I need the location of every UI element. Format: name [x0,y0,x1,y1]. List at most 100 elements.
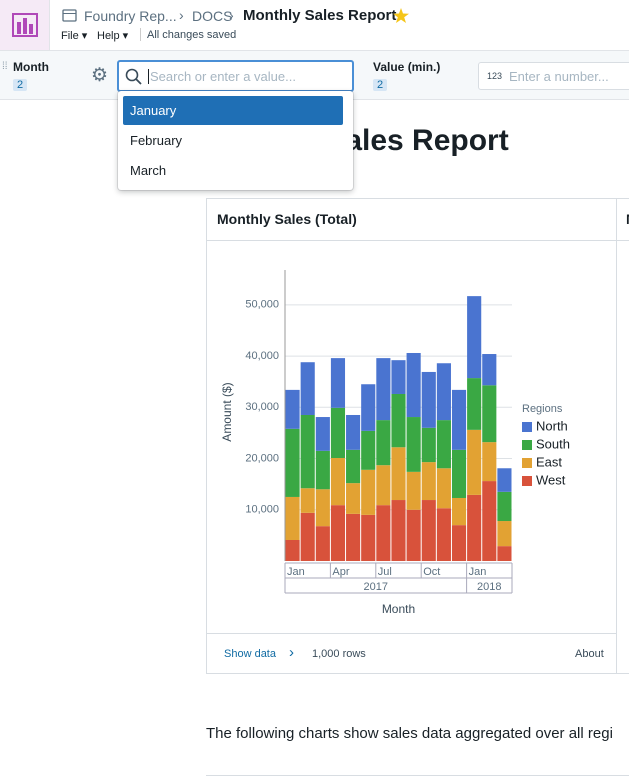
bar-segment [330,407,346,459]
bar-segment [300,488,315,513]
bar-segment [421,371,436,428]
dropdown-option[interactable]: February [130,133,183,148]
x-tick-label: Apr [332,566,349,578]
legend-swatch [522,458,532,468]
y-axis-label: Amount ($) [220,382,234,441]
bar-segment [315,489,330,527]
filter-label: Value (min.) [373,60,441,74]
separator: › [179,7,184,23]
filter-label: Month [13,60,49,74]
bar-segment [285,428,300,497]
bar-segment [376,465,391,506]
bar-segment [436,468,451,509]
dropdown-menu: January February March [118,91,353,190]
x-tick-label: Jan [469,566,487,578]
chevron: › [289,644,294,661]
bar-segment [436,508,451,561]
doc-icon [62,9,77,22]
bar-segment [330,458,346,506]
bar-segment [497,546,512,561]
bar-segment [391,360,406,394]
bar-segment [406,509,421,561]
bar-segment [406,352,421,418]
legend-title: Regions [522,403,563,415]
search-input[interactable]: Search or enter a value... [117,60,354,92]
bar-segment [406,417,421,472]
card-header [207,199,616,241]
y-tick-label: 30,000 [245,401,279,413]
bar-segment [451,389,467,450]
placeholder: Enter a number... [509,69,609,84]
legend-label: South [536,436,570,451]
bar-segment [467,494,482,561]
bar-segment [467,378,482,430]
dropdown-option[interactable]: March [130,163,167,178]
bar-segment [376,420,391,466]
bar-segment [482,385,497,443]
about-link[interactable]: About [575,648,604,660]
x-tick-label: Jul [378,566,392,578]
bar-segment [497,521,512,547]
x-tick-label: Jan [287,566,305,578]
legend-swatch [522,476,532,486]
legend-label: East [536,454,562,469]
bar-segment [467,296,482,379]
star[interactable] [393,8,409,23]
y-tick-label: 10,000 [245,504,279,516]
dropdown-option[interactable]: January [123,96,343,125]
doc-title: Monthly Sales Report [243,7,397,24]
menu-file[interactable]: File ▾ [61,30,88,42]
bar-segment [285,539,300,561]
bar-segment [285,389,300,429]
card-footer-border [207,633,616,634]
bar-segment [406,471,421,510]
bar-segment [421,427,436,463]
breadcrumb-item[interactable]: DOCS [192,8,233,24]
bar-segment [467,429,482,495]
bar-segment [482,442,497,482]
placeholder: Search or enter a value... [148,69,296,84]
bar-segment [361,384,376,431]
show-data-link[interactable]: Show data [224,648,276,660]
divider [140,28,141,41]
settings-gear[interactable]: ⚙ [91,65,109,86]
drag-handle[interactable]: ⁞⁞ [2,61,8,72]
filter-badge: 2 [13,79,28,91]
menu-label: File [61,30,79,42]
search-icon [125,68,142,85]
y-tick-label: 20,000 [245,452,279,464]
bar-segment [300,512,315,561]
legend-label: North [536,418,568,433]
bar-segment [346,449,361,484]
y-tick-label: 40,000 [245,350,279,362]
x-tick-label: Oct [423,566,440,578]
bar-segment [376,358,391,421]
section-rule [206,775,629,776]
app-icon[interactable] [0,0,50,50]
year-label: 2018 [477,581,501,593]
bar-segment [482,354,497,386]
y-tick-label: 50,000 [245,299,279,311]
breadcrumb-item[interactable]: Foundry Rep... [84,8,177,24]
legend-swatch [522,422,532,432]
bar-segment [330,505,346,561]
menu-help[interactable]: Help ▾ [97,30,129,42]
bar-segment [451,525,467,561]
bar-segment [391,447,406,501]
bar-segment [361,430,376,470]
bar-segment [497,468,512,492]
bar-segment [315,526,330,561]
card-header [617,199,629,241]
bar-segment [346,483,361,514]
filter-badge: 2 [373,79,388,91]
bar-segment [451,449,467,498]
card-title: M [626,211,629,227]
card-title: Monthly Sales (Total) [217,211,357,227]
number-input[interactable]: 123 Enter a number... [478,62,629,90]
bar-segment [482,481,497,561]
row-count: 1,000 rows [312,648,366,660]
paragraph: The following charts show sales data agg… [206,725,613,742]
bar-segment [330,358,346,408]
bar-segment [315,450,330,490]
